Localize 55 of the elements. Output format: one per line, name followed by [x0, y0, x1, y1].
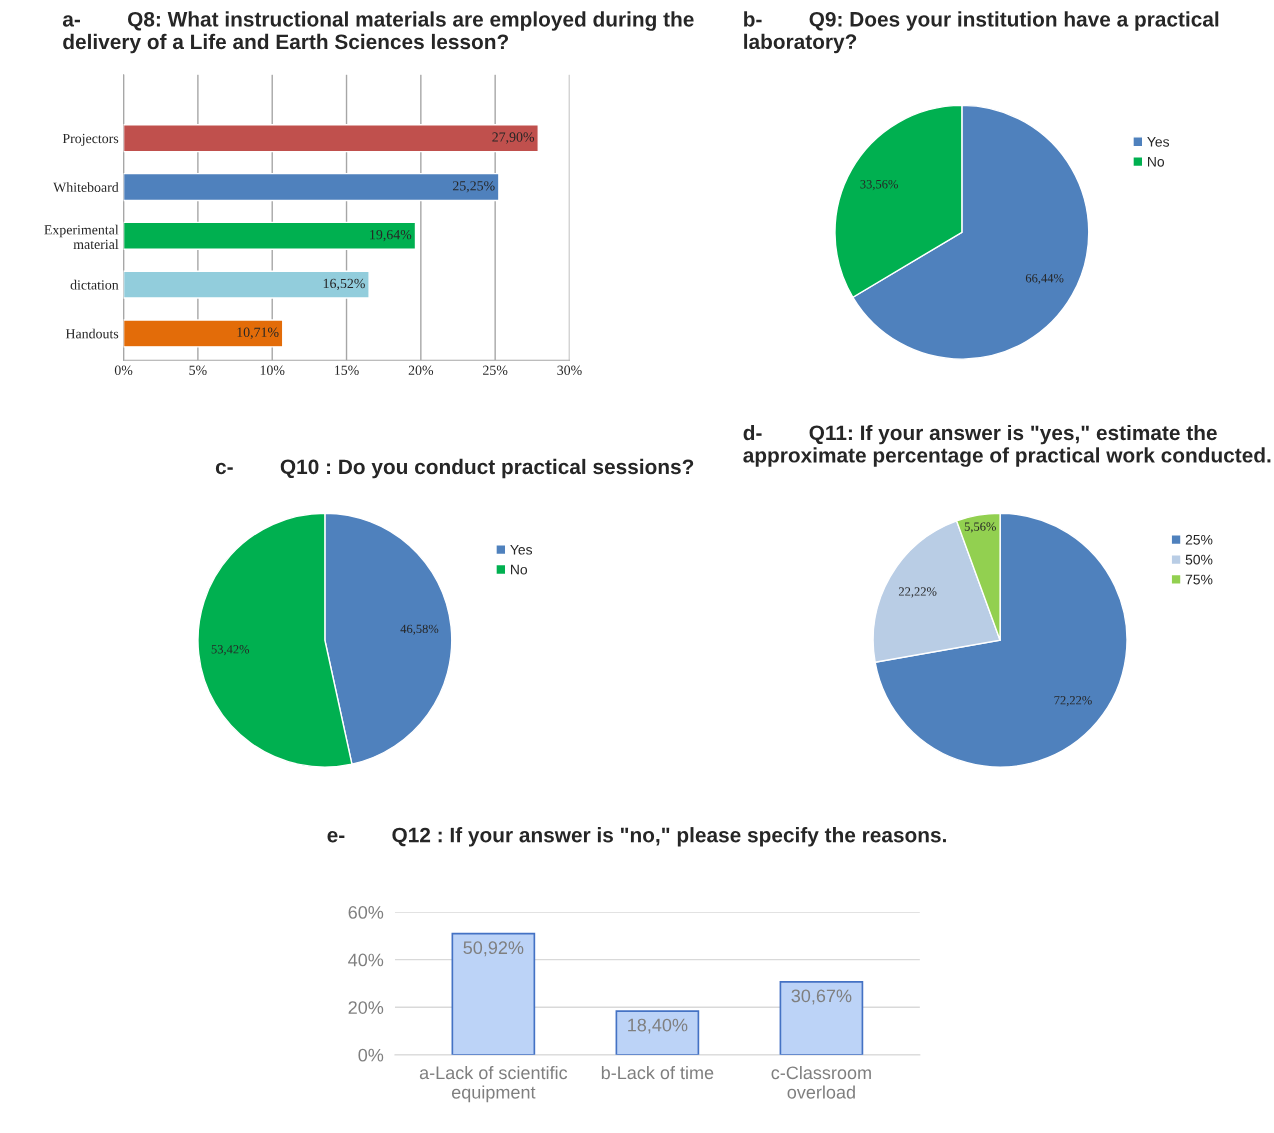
legend-label: No [511, 564, 528, 575]
bar [123, 319, 284, 348]
x-tick-label: 0% [114, 365, 133, 375]
chart-title: c- Q10 : Do you conduct practical sessions? [215, 458, 694, 479]
bar [123, 270, 370, 299]
legend-label: No [1148, 156, 1165, 167]
data-label: 72,22% [1054, 696, 1092, 707]
x-tick-label: 15% [335, 365, 359, 375]
data-label: 27,90% [492, 132, 535, 144]
y-tick-label: 60% [348, 906, 384, 919]
y-tick-label: dictation [70, 279, 119, 290]
y-tick-label: Handouts [65, 328, 119, 339]
x-tick-label: b-Lack of time [601, 1065, 714, 1080]
data-label: 5,56% [964, 522, 996, 533]
data-label: 33,56% [860, 179, 898, 191]
bar [451, 932, 536, 1055]
chart-title: e- Q12 : If your answer is "no," please specify the reasons. [327, 827, 946, 847]
y-tick-label: Whiteboard [53, 182, 119, 193]
chart-title: b- Q9: Does your institution have a practical laboratory? [744, 11, 1219, 54]
chart-title: a- Q8: What instructional materials are employed during the delivery of a Life and Earth Sciences lesson? [62, 11, 694, 54]
legend-label: 75% [1185, 574, 1213, 585]
bar [123, 172, 500, 202]
data-label: 18,40% [628, 1018, 688, 1034]
legend-label: 25% [1185, 534, 1213, 545]
bar [615, 1010, 700, 1055]
data-label: 66,44% [1025, 273, 1064, 285]
x-tick-label: 5% [189, 365, 207, 375]
data-label: 10,71% [237, 327, 279, 339]
data-label: 25,25% [452, 181, 495, 193]
y-tick-label: Projectors [62, 133, 119, 146]
y-tick-label: Experimental material [44, 224, 119, 250]
x-tick-label: 25% [483, 365, 508, 375]
bar [123, 124, 539, 153]
legend-label: Yes [510, 544, 533, 555]
y-tick-label: 0% [358, 1048, 384, 1062]
bar [123, 221, 417, 250]
x-tick-label: c-Classroom overload [771, 1065, 871, 1099]
data-label: 53,42% [211, 645, 250, 656]
chart-title: d- Q11: If your answer is "yes," estimate the approximate percentage of practical work conducted. [743, 424, 1271, 467]
data-label: 50,92% [463, 941, 524, 957]
y-tick-label: 20% [348, 1001, 384, 1014]
data-label: 22,22% [898, 587, 937, 598]
x-tick-label: 20% [408, 365, 434, 375]
data-label: 30,67% [791, 989, 852, 1005]
x-tick-label: a-Lack of scientific equipment [419, 1065, 568, 1103]
bar [779, 981, 864, 1055]
data-label: 16,52% [323, 278, 365, 291]
x-tick-label: 30% [557, 365, 582, 375]
data-label: 46,58% [400, 624, 439, 635]
legend-label: 50% [1185, 554, 1213, 565]
legend-label: Yes [1147, 137, 1170, 147]
pie-slice [874, 512, 1128, 768]
data-label: 19,64% [370, 229, 412, 242]
x-tick-label: 10% [260, 365, 285, 375]
y-tick-label: 40% [348, 953, 384, 967]
